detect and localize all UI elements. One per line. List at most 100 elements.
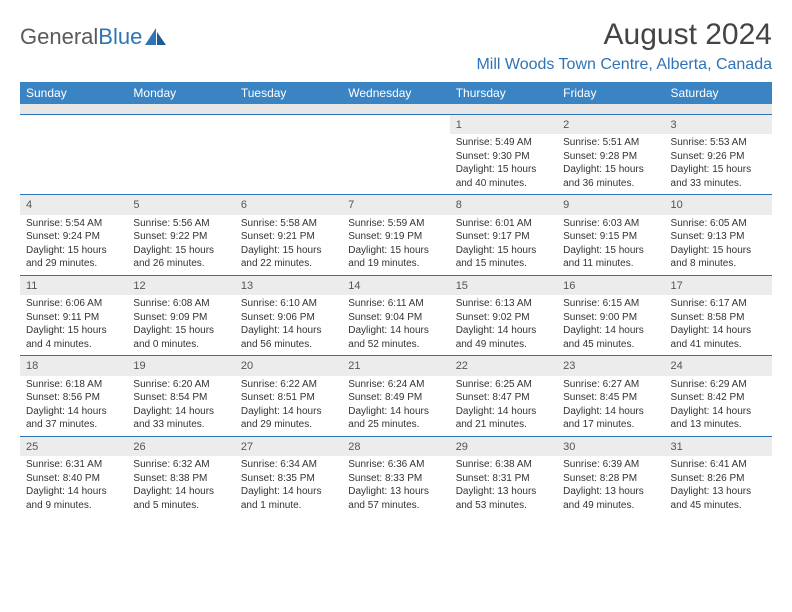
- brand-logo: GeneralBlue: [20, 24, 167, 50]
- day-info-cell: Sunrise: 6:27 AMSunset: 8:45 PMDaylight:…: [557, 376, 664, 437]
- calendar-table: SundayMondayTuesdayWednesdayThursdayFrid…: [20, 82, 772, 516]
- daylight-text: Daylight: 15 hours and 33 minutes.: [671, 163, 766, 190]
- sunset-text: Sunset: 8:31 PM: [456, 472, 551, 486]
- dow-cell: Monday: [127, 82, 234, 104]
- day-number-cell: 13: [235, 275, 342, 295]
- sunrise-text: Sunrise: 6:34 AM: [241, 458, 336, 472]
- day-info-cell: Sunrise: 6:18 AMSunset: 8:56 PMDaylight:…: [20, 376, 127, 437]
- location-label: Mill Woods Town Centre, Alberta, Canada: [476, 56, 772, 74]
- day-number-cell: 27: [235, 436, 342, 456]
- sunrise-text: Sunrise: 6:38 AM: [456, 458, 551, 472]
- sunset-text: Sunset: 9:22 PM: [133, 230, 228, 244]
- daylight-text: Daylight: 13 hours and 49 minutes.: [563, 485, 658, 512]
- dow-cell: Tuesday: [235, 82, 342, 104]
- daylight-text: Daylight: 14 hours and 29 minutes.: [241, 405, 336, 432]
- day-number-row: 25262728293031: [20, 436, 772, 456]
- day-number-cell: 6: [235, 195, 342, 215]
- sunset-text: Sunset: 8:28 PM: [563, 472, 658, 486]
- sunset-text: Sunset: 9:02 PM: [456, 311, 551, 325]
- calendar-body: SundayMondayTuesdayWednesdayThursdayFrid…: [20, 82, 772, 516]
- day-number-cell: 9: [557, 195, 664, 215]
- daylight-text: Daylight: 14 hours and 25 minutes.: [348, 405, 443, 432]
- spacer-row: [20, 104, 772, 114]
- day-info-cell: Sunrise: 6:20 AMSunset: 8:54 PMDaylight:…: [127, 376, 234, 437]
- day-info-cell: Sunrise: 6:39 AMSunset: 8:28 PMDaylight:…: [557, 456, 664, 516]
- daylight-text: Daylight: 14 hours and 33 minutes.: [133, 405, 228, 432]
- sunset-text: Sunset: 9:17 PM: [456, 230, 551, 244]
- day-info-cell: Sunrise: 6:13 AMSunset: 9:02 PMDaylight:…: [450, 295, 557, 356]
- day-info-cell: [342, 134, 449, 195]
- sunset-text: Sunset: 8:38 PM: [133, 472, 228, 486]
- sunrise-text: Sunrise: 6:32 AM: [133, 458, 228, 472]
- sunset-text: Sunset: 9:19 PM: [348, 230, 443, 244]
- sunrise-text: Sunrise: 6:39 AM: [563, 458, 658, 472]
- sunset-text: Sunset: 8:58 PM: [671, 311, 766, 325]
- sunset-text: Sunset: 8:33 PM: [348, 472, 443, 486]
- sunrise-text: Sunrise: 6:05 AM: [671, 217, 766, 231]
- day-info-cell: Sunrise: 6:32 AMSunset: 8:38 PMDaylight:…: [127, 456, 234, 516]
- sunset-text: Sunset: 8:56 PM: [26, 391, 121, 405]
- day-number-cell: 26: [127, 436, 234, 456]
- daylight-text: Daylight: 15 hours and 40 minutes.: [456, 163, 551, 190]
- day-info-row: Sunrise: 6:06 AMSunset: 9:11 PMDaylight:…: [20, 295, 772, 356]
- sunrise-text: Sunrise: 6:15 AM: [563, 297, 658, 311]
- sunrise-text: Sunrise: 6:36 AM: [348, 458, 443, 472]
- month-title: August 2024: [476, 18, 772, 52]
- sunrise-text: Sunrise: 6:13 AM: [456, 297, 551, 311]
- daylight-text: Daylight: 15 hours and 19 minutes.: [348, 244, 443, 271]
- day-number-cell: 30: [557, 436, 664, 456]
- spacer-cell: [20, 104, 772, 114]
- day-number-cell: 22: [450, 356, 557, 376]
- dow-cell: Thursday: [450, 82, 557, 104]
- sunset-text: Sunset: 9:04 PM: [348, 311, 443, 325]
- sunset-text: Sunset: 9:09 PM: [133, 311, 228, 325]
- sunrise-text: Sunrise: 6:01 AM: [456, 217, 551, 231]
- sunset-text: Sunset: 9:00 PM: [563, 311, 658, 325]
- day-info-cell: Sunrise: 6:17 AMSunset: 8:58 PMDaylight:…: [665, 295, 772, 356]
- day-info-cell: Sunrise: 6:25 AMSunset: 8:47 PMDaylight:…: [450, 376, 557, 437]
- day-info-cell: Sunrise: 6:03 AMSunset: 9:15 PMDaylight:…: [557, 215, 664, 276]
- day-number-row: 18192021222324: [20, 356, 772, 376]
- page-header: GeneralBlue August 2024 Mill Woods Town …: [20, 18, 772, 74]
- daylight-text: Daylight: 14 hours and 9 minutes.: [26, 485, 121, 512]
- day-number-cell: 20: [235, 356, 342, 376]
- sunrise-text: Sunrise: 6:11 AM: [348, 297, 443, 311]
- day-info-cell: Sunrise: 5:49 AMSunset: 9:30 PMDaylight:…: [450, 134, 557, 195]
- sunrise-text: Sunrise: 6:18 AM: [26, 378, 121, 392]
- day-number-cell: 25: [20, 436, 127, 456]
- daylight-text: Daylight: 13 hours and 57 minutes.: [348, 485, 443, 512]
- sunset-text: Sunset: 8:49 PM: [348, 391, 443, 405]
- day-info-cell: Sunrise: 6:10 AMSunset: 9:06 PMDaylight:…: [235, 295, 342, 356]
- sunset-text: Sunset: 8:54 PM: [133, 391, 228, 405]
- day-info-cell: Sunrise: 6:11 AMSunset: 9:04 PMDaylight:…: [342, 295, 449, 356]
- day-number-row: 45678910: [20, 195, 772, 215]
- day-number-row: 123: [20, 114, 772, 134]
- day-info-row: Sunrise: 5:49 AMSunset: 9:30 PMDaylight:…: [20, 134, 772, 195]
- day-number-cell: 12: [127, 275, 234, 295]
- title-block: August 2024 Mill Woods Town Centre, Albe…: [476, 18, 772, 74]
- dow-cell: Wednesday: [342, 82, 449, 104]
- sunrise-text: Sunrise: 6:27 AM: [563, 378, 658, 392]
- sunrise-text: Sunrise: 6:24 AM: [348, 378, 443, 392]
- sunset-text: Sunset: 9:15 PM: [563, 230, 658, 244]
- day-number-cell: [342, 114, 449, 134]
- day-info-cell: Sunrise: 5:56 AMSunset: 9:22 PMDaylight:…: [127, 215, 234, 276]
- day-info-cell: Sunrise: 5:51 AMSunset: 9:28 PMDaylight:…: [557, 134, 664, 195]
- sunset-text: Sunset: 8:35 PM: [241, 472, 336, 486]
- day-number-cell: 8: [450, 195, 557, 215]
- sunrise-text: Sunrise: 6:03 AM: [563, 217, 658, 231]
- day-number-cell: 5: [127, 195, 234, 215]
- day-info-cell: Sunrise: 6:22 AMSunset: 8:51 PMDaylight:…: [235, 376, 342, 437]
- day-number-cell: 1: [450, 114, 557, 134]
- sunrise-text: Sunrise: 5:58 AM: [241, 217, 336, 231]
- day-number-cell: 14: [342, 275, 449, 295]
- day-info-cell: Sunrise: 6:31 AMSunset: 8:40 PMDaylight:…: [20, 456, 127, 516]
- daylight-text: Daylight: 15 hours and 22 minutes.: [241, 244, 336, 271]
- day-info-cell: Sunrise: 6:36 AMSunset: 8:33 PMDaylight:…: [342, 456, 449, 516]
- sunset-text: Sunset: 8:51 PM: [241, 391, 336, 405]
- day-number-cell: 7: [342, 195, 449, 215]
- daylight-text: Daylight: 14 hours and 45 minutes.: [563, 324, 658, 351]
- dow-cell: Sunday: [20, 82, 127, 104]
- day-info-row: Sunrise: 5:54 AMSunset: 9:24 PMDaylight:…: [20, 215, 772, 276]
- dow-cell: Friday: [557, 82, 664, 104]
